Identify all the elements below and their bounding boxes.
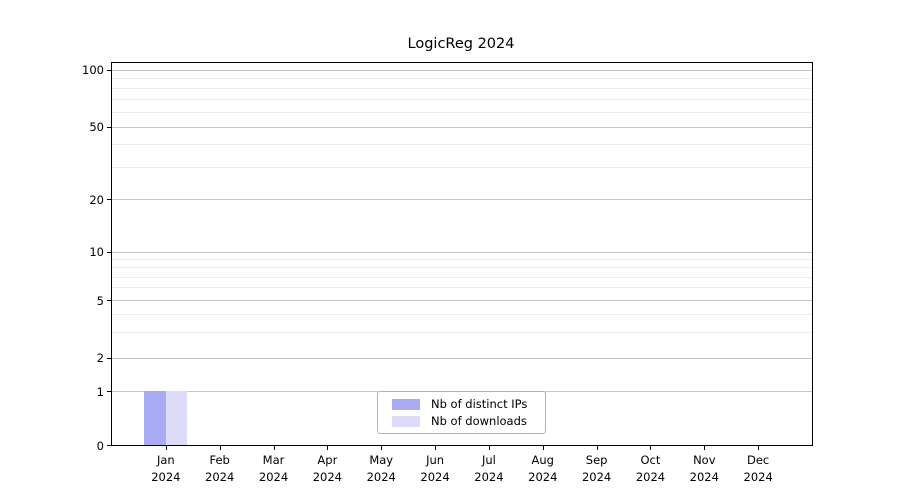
x-tick-mark xyxy=(165,446,167,450)
plot-area xyxy=(111,62,813,446)
x-tick-mark xyxy=(596,446,598,450)
y-tick-label: 5 xyxy=(96,293,104,308)
gridline-minor xyxy=(112,166,812,168)
x-tick-label-may: May 2024 xyxy=(366,453,396,484)
x-tick-label-apr: Apr 2024 xyxy=(312,453,343,484)
x-tick-mark xyxy=(650,446,652,450)
gridline-minor xyxy=(112,276,812,278)
gridline-minor xyxy=(112,78,812,80)
y-tick-mark xyxy=(107,199,111,200)
legend-item: Nb of downloads xyxy=(386,414,537,428)
y-tick-mark xyxy=(107,69,111,71)
gridline-major xyxy=(112,357,812,359)
bar-nb-of-distinct-ips-jan xyxy=(144,391,166,445)
legend-item: Nb of distinct IPs xyxy=(386,397,537,411)
y-tick-mark xyxy=(107,357,111,359)
x-tick-mark xyxy=(758,446,760,450)
y-tick-mark xyxy=(107,445,111,446)
gridline-minor xyxy=(112,87,812,89)
x-tick-label-jul: Jul 2024 xyxy=(474,453,504,484)
gridline-major xyxy=(112,300,812,302)
gridline-minor xyxy=(112,111,812,113)
legend-swatch xyxy=(392,398,420,410)
x-tick-mark xyxy=(704,446,706,450)
chart-title: LogicReg 2024 xyxy=(407,36,515,52)
legend-label: Nb of downloads xyxy=(431,414,527,428)
x-tick-mark xyxy=(327,446,329,450)
x-tick-label-sep: Sep 2024 xyxy=(581,453,612,484)
gridline-major xyxy=(112,199,812,200)
gridline-minor xyxy=(112,258,812,260)
y-tick-label: 50 xyxy=(89,120,104,134)
y-tick-mark xyxy=(107,300,111,302)
x-tick-label-aug: Aug 2024 xyxy=(528,453,558,484)
legend-swatch xyxy=(392,415,420,427)
y-tick-mark xyxy=(107,251,111,253)
x-tick-label-nov: Nov 2024 xyxy=(689,453,719,484)
gridline-minor xyxy=(112,144,812,146)
legend-label: Nb of distinct IPs xyxy=(431,397,528,411)
x-tick-mark xyxy=(542,446,544,450)
y-tick-mark xyxy=(107,391,111,392)
gridline-minor xyxy=(112,332,812,334)
x-tick-mark xyxy=(219,446,221,450)
x-tick-mark xyxy=(381,446,383,450)
y-tick-label: 0 xyxy=(96,438,104,453)
gridline-major xyxy=(112,126,812,128)
x-tick-label-mar: Mar 2024 xyxy=(258,453,289,484)
bar-nb-of-downloads-jan xyxy=(165,391,188,445)
gridline-major xyxy=(112,251,812,253)
y-tick-mark xyxy=(107,126,111,128)
x-tick-mark xyxy=(488,446,490,450)
x-tick-mark xyxy=(435,446,437,450)
y-tick-label: 1 xyxy=(96,384,104,399)
y-tick-label: 100 xyxy=(82,63,104,77)
gridline-minor xyxy=(112,267,812,269)
gridline-major xyxy=(112,69,812,71)
gridline-minor xyxy=(112,98,812,100)
y-tick-label: 2 xyxy=(96,351,104,365)
x-tick-mark xyxy=(273,446,275,450)
legend: Nb of distinct IPs Nb of downloads xyxy=(377,391,546,434)
y-tick-label: 20 xyxy=(89,192,104,207)
gridline-minor xyxy=(112,314,812,316)
x-tick-label-oct: Oct 2024 xyxy=(635,453,666,484)
x-tick-label-feb: Feb 2024 xyxy=(205,453,235,484)
x-tick-label-jun: Jun 2024 xyxy=(420,453,450,484)
gridline-minor xyxy=(112,287,812,289)
y-tick-label: 10 xyxy=(89,245,104,259)
x-tick-label-dec: Dec 2024 xyxy=(743,453,773,484)
x-tick-label-jan: Jan 2024 xyxy=(151,453,181,484)
